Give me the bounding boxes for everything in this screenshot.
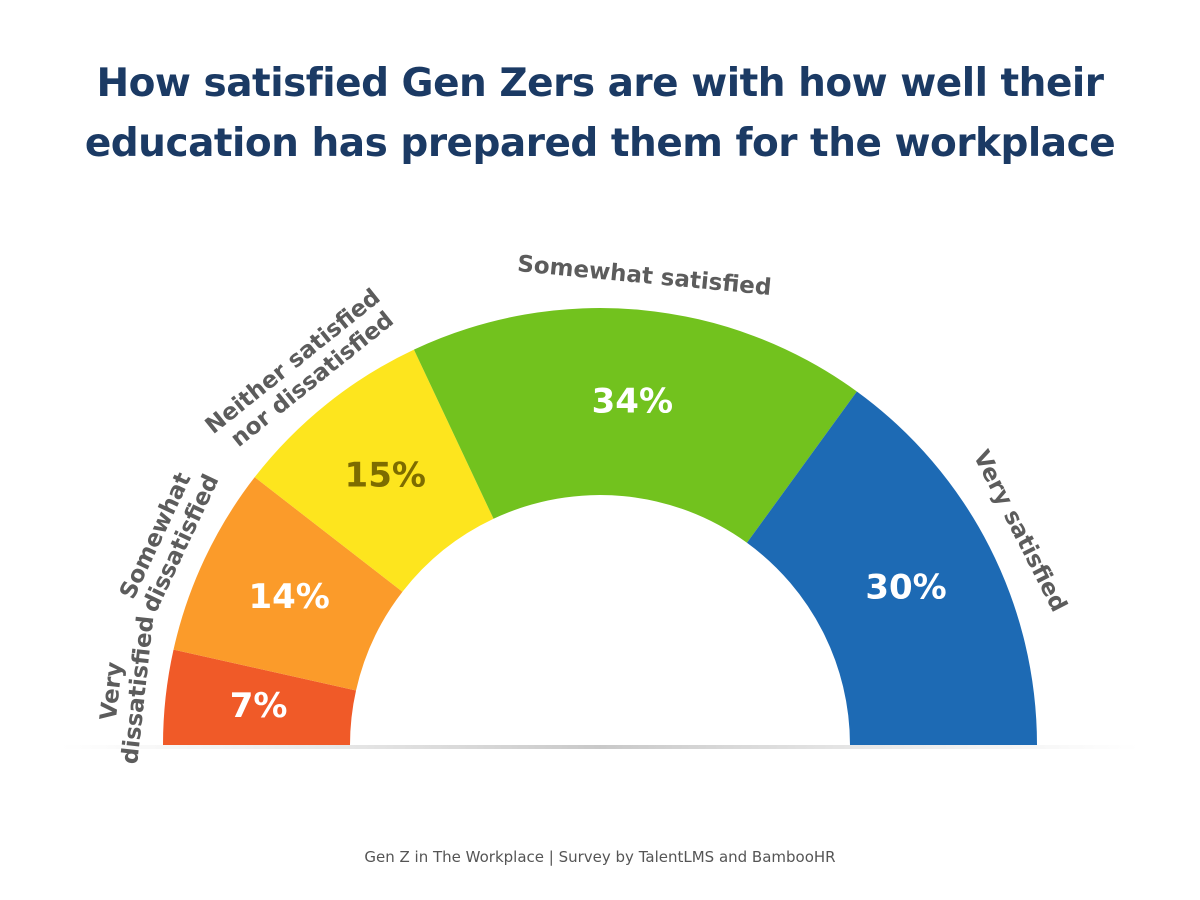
value-label: 30% <box>865 568 946 608</box>
category-label: Somewhat satisfied <box>516 251 772 301</box>
value-label: 7% <box>230 686 288 726</box>
gauge-segment <box>746 391 1037 745</box>
chart-title: How satisfied Gen Zers are with how well… <box>84 61 1116 166</box>
value-label: 34% <box>592 382 673 422</box>
gauge-segment <box>173 477 403 691</box>
value-label: 14% <box>248 577 329 617</box>
baseline-shadow <box>60 745 1140 749</box>
gauge-segment <box>413 307 857 543</box>
category-label: Very dissatisfied <box>90 612 159 774</box>
value-label: 15% <box>345 455 426 495</box>
gauge-segment <box>163 649 357 745</box>
gauge-segment <box>254 349 494 592</box>
source-note: Gen Z in The Workplace | Survey by Talen… <box>364 848 836 866</box>
